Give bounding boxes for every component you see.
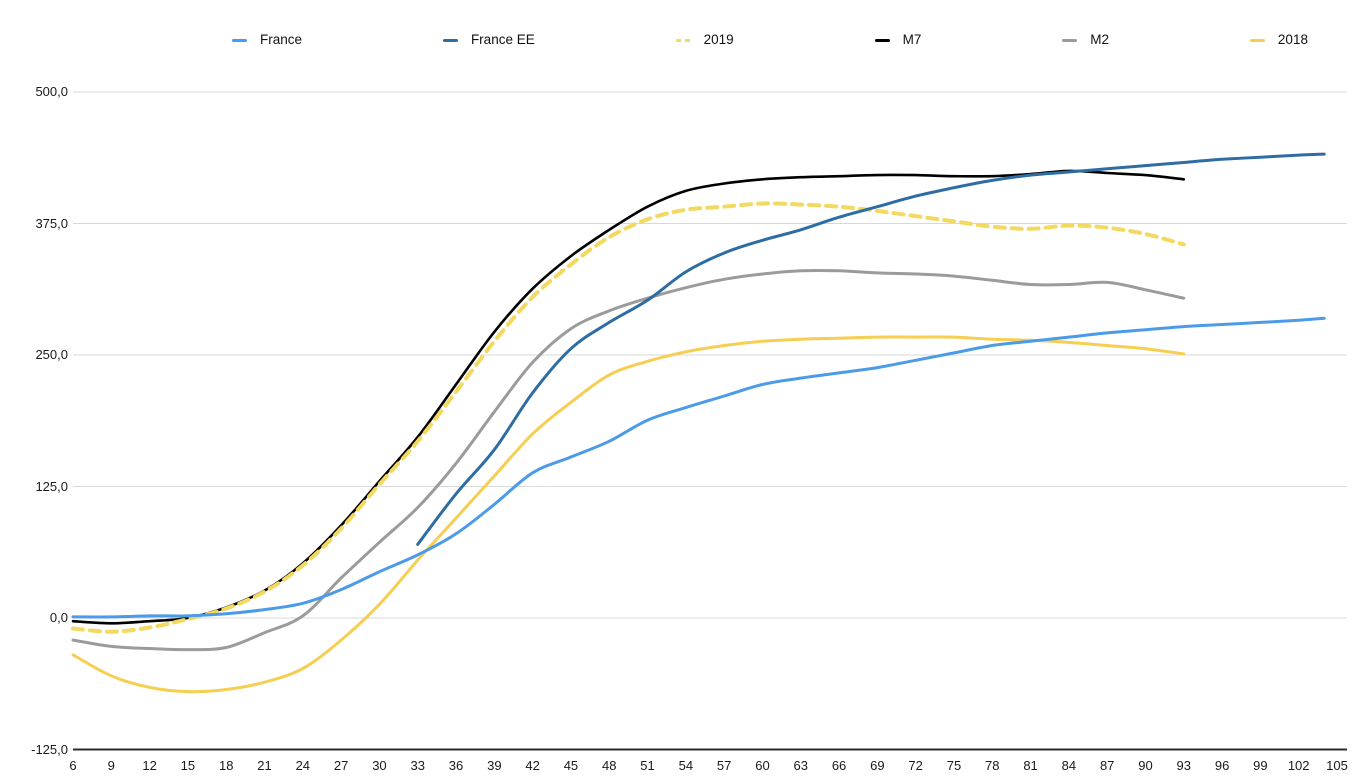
legend-swatch-2019-icon: [675, 38, 691, 42]
x-tick-label: 69: [870, 758, 885, 773]
x-tick-label: 84: [1061, 758, 1077, 773]
legend-swatch-m2-icon: [1062, 38, 1078, 42]
legend: France France EE 2019 M7 M2 2018: [232, 31, 1308, 49]
legend-swatch-m7-icon: [874, 38, 890, 42]
y-tick-label: 0,0: [49, 610, 68, 625]
x-tick-label: 78: [985, 758, 1000, 773]
legend-label: 2019: [703, 32, 734, 47]
legend-label: 2018: [1277, 32, 1308, 47]
y-tick-label: -125,0: [31, 741, 68, 757]
x-tick-label: 39: [487, 758, 502, 773]
legend-swatch-france-ee-icon: [442, 38, 458, 42]
legend-label: M7: [902, 32, 922, 47]
legend-item-france[interactable]: France: [232, 31, 302, 49]
legend-item-m2[interactable]: M2: [1062, 31, 1109, 49]
series-line-m2: [71, 269, 1186, 652]
legend-item-france-ee[interactable]: France EE: [442, 31, 535, 49]
legend-label: France: [260, 32, 303, 47]
series-line-2019: [71, 201, 1186, 634]
x-tick-label: 15: [180, 758, 196, 773]
x-tick-label: 66: [831, 758, 847, 773]
series-line-2018: [71, 335, 1186, 694]
x-tick-label: 48: [602, 758, 617, 773]
legend-item-m7[interactable]: M7: [874, 31, 922, 49]
x-tick-label: 105: [1326, 758, 1348, 773]
x-tick-label: 54: [678, 758, 694, 773]
x-tick-label: 75: [946, 758, 962, 773]
x-tick-label: 45: [563, 758, 579, 773]
x-tick-label: 72: [908, 758, 923, 773]
x-tick-label: 87: [1099, 758, 1115, 773]
legend-item-2018[interactable]: 2018: [1249, 31, 1308, 49]
x-tick-label: 93: [1176, 758, 1192, 773]
legend-swatch-france-icon: [232, 38, 247, 42]
x-tick-label: 9: [107, 758, 115, 773]
y-tick-label: 250,0: [35, 347, 68, 362]
x-tick-label: 90: [1138, 758, 1153, 773]
x-tick-label: 36: [448, 758, 464, 773]
x-tick-label: 63: [793, 758, 808, 773]
x-tick-label: 27: [333, 758, 349, 773]
x-tick-label: 96: [1214, 758, 1230, 773]
series-line-france: [71, 316, 1326, 619]
x-tick-label: 6: [69, 758, 77, 773]
x-tick-label: 57: [716, 758, 732, 773]
y-tick-label: 125,0: [35, 478, 68, 494]
x-tick-label: 12: [142, 758, 157, 773]
x-tick-label: 33: [410, 758, 425, 773]
x-tick-label: 18: [218, 758, 234, 773]
series-line-france-ee: [416, 152, 1326, 546]
x-tick-label: 102: [1287, 758, 1310, 773]
series-line-m7: [71, 169, 1186, 625]
x-tick-label: 24: [295, 758, 311, 773]
y-tick-label: 500,0: [35, 84, 68, 99]
x-tick-label: 60: [755, 758, 770, 773]
x-tick-label: 42: [525, 758, 540, 773]
y-tick-label: 375,0: [35, 215, 68, 231]
legend-label: France EE: [470, 32, 535, 47]
legend-item-2019[interactable]: 2019: [675, 31, 734, 49]
legend-label: M2: [1090, 32, 1110, 47]
legend-swatch-2018-icon: [1249, 38, 1265, 42]
x-tick-label: 99: [1253, 758, 1268, 773]
x-tick-label: 30: [372, 758, 387, 773]
x-tick-label: 21: [257, 758, 272, 773]
x-tick-label: 51: [640, 758, 655, 773]
x-tick-label: 81: [1023, 758, 1038, 773]
